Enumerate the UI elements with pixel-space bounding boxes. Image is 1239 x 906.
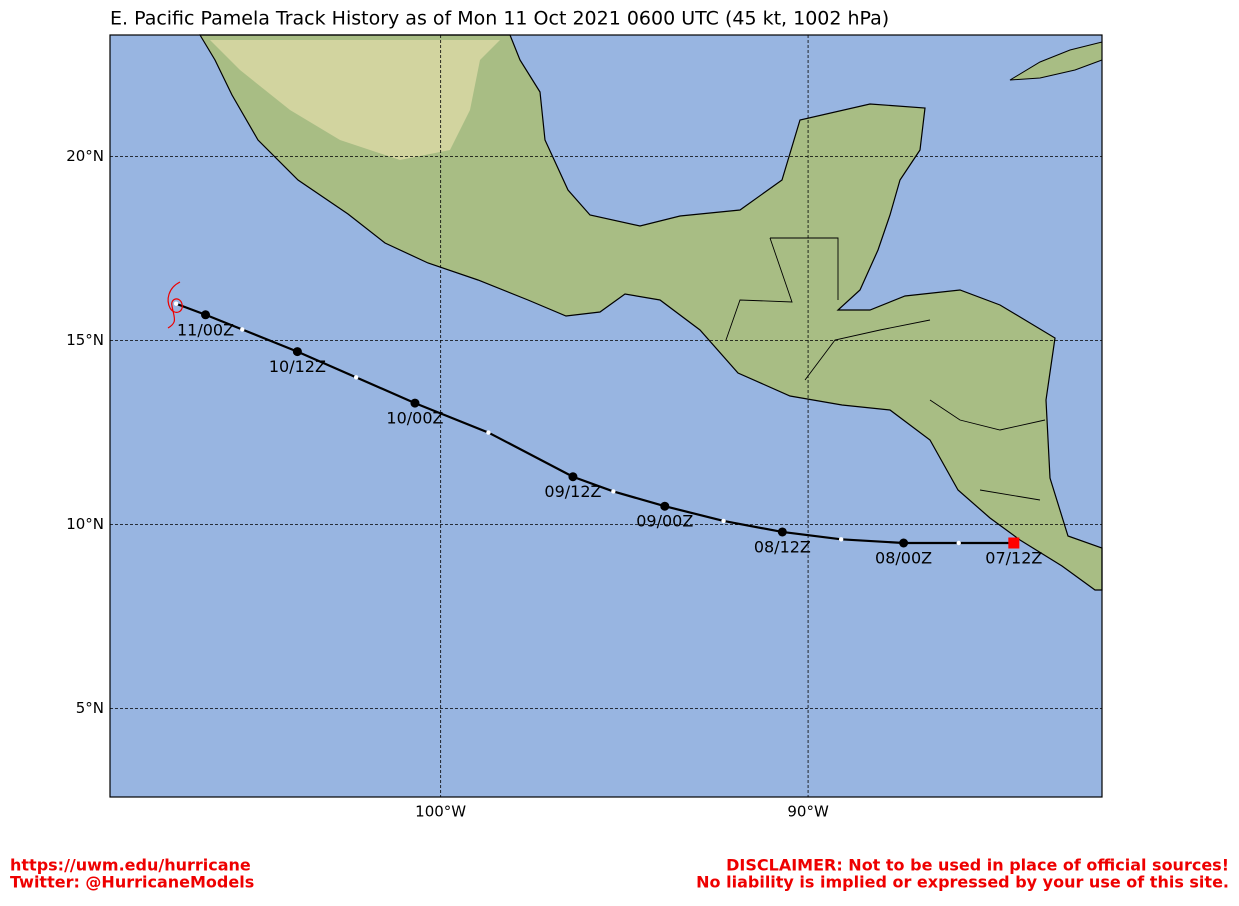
track-point-minor bbox=[173, 301, 179, 306]
track-point bbox=[292, 347, 302, 357]
map-area bbox=[110, 34, 1103, 797]
footer-twitter: Twitter: @HurricaneModels bbox=[10, 873, 254, 892]
x-tick-label: 100°W bbox=[415, 803, 466, 821]
track-point bbox=[660, 501, 670, 511]
storm-symbol bbox=[167, 281, 183, 329]
track: 07/12Z 08/00Z 08/12Z 09/00Z 09/12Z 10/00Z 10/1… bbox=[173, 301, 1042, 568]
grid bbox=[110, 35, 1102, 797]
track-label: 09/00Z bbox=[636, 512, 693, 531]
map-title: E. Pacific Pamela Track History as of Mo… bbox=[110, 8, 889, 30]
footer-liability: No liability is implied or expressed by … bbox=[696, 873, 1229, 892]
track-label: 10/00Z bbox=[386, 409, 443, 428]
track-point-minor bbox=[721, 518, 726, 524]
y-tick-label: 15°N bbox=[66, 331, 104, 349]
track-label: 09/12Z bbox=[544, 482, 601, 501]
track-line bbox=[175, 302, 1014, 545]
land-mainland bbox=[198, 34, 1103, 591]
track-point bbox=[568, 472, 578, 482]
track-point-minor bbox=[956, 540, 961, 546]
y-tick-label: 20°N bbox=[66, 147, 104, 165]
track-point bbox=[777, 527, 787, 537]
track-point-minor bbox=[486, 430, 491, 435]
border-lines bbox=[725, 237, 1046, 501]
land-highlands bbox=[210, 40, 500, 160]
track-point-minor bbox=[240, 327, 245, 332]
track-label: 11/00Z bbox=[177, 320, 234, 339]
track-point-minor bbox=[611, 489, 616, 494]
track-point bbox=[410, 398, 420, 408]
track-point-minor bbox=[353, 375, 359, 380]
track-label: 07/12Z bbox=[985, 549, 1042, 568]
footer-disclaimer: DISCLAIMER: Not to be used in place of o… bbox=[726, 856, 1229, 875]
track-point bbox=[899, 538, 909, 548]
y-tick-label: 10°N bbox=[66, 515, 104, 533]
track-label: 08/12Z bbox=[754, 537, 811, 556]
track-label: 08/00Z bbox=[875, 549, 932, 568]
track-label: 10/12Z bbox=[269, 357, 326, 376]
track-point-minor bbox=[838, 537, 844, 542]
x-tick-label: 90°W bbox=[787, 803, 829, 821]
track-point bbox=[201, 310, 211, 320]
track-start bbox=[1008, 537, 1020, 549]
y-tick-label: 5°N bbox=[76, 699, 104, 717]
map-frame bbox=[109, 34, 1103, 798]
footer-url: https://uwm.edu/hurricane bbox=[10, 856, 251, 875]
